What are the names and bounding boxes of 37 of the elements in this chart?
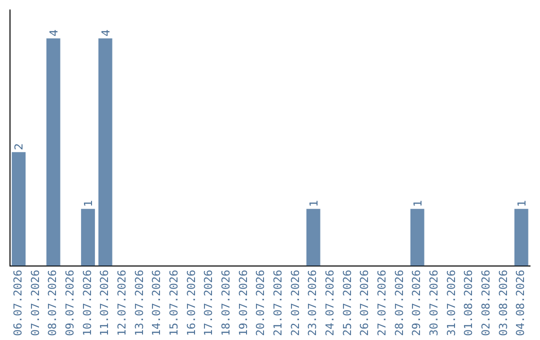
x-tick-label: 03.08.2026 [496, 270, 510, 336]
x-tick-label: 20.07.2026 [254, 270, 268, 336]
x-tick-label: 18.07.2026 [220, 270, 233, 336]
data-label: 1 [82, 200, 95, 207]
x-tick-label: 26.07.2026 [358, 270, 372, 336]
x-tick-label: 16.07.2026 [184, 270, 198, 336]
data-label: 1 [515, 200, 528, 207]
x-tick-label: 14.07.2026 [150, 270, 164, 336]
x-tick-label: 29.07.2026 [410, 270, 424, 336]
x-tick-label: 09.07.2026 [64, 270, 77, 336]
x-tick-label: 13.07.2026 [132, 270, 146, 336]
x-tick-label: 22.07.2026 [288, 270, 302, 336]
x-tick-label: 30.07.2026 [428, 270, 441, 336]
x-tick-label: 23.07.2026 [306, 270, 320, 336]
x-tick-label: 27.07.2026 [376, 270, 389, 336]
x-tick-label: 24.07.2026 [324, 270, 337, 336]
data-label: 1 [307, 200, 320, 207]
x-tick-label: 19.07.2026 [236, 270, 250, 336]
x-tick-label: 21.07.2026 [272, 270, 285, 336]
x-tick-label: 11.07.2026 [98, 270, 112, 336]
x-tick-label: 01.08.2026 [462, 270, 476, 336]
x-tick-label: 28.07.2026 [392, 270, 406, 336]
x-tick-label: 15.07.2026 [168, 270, 181, 336]
data-label: 4 [47, 29, 60, 36]
x-tick-label: 17.07.2026 [202, 270, 216, 336]
x-tick-label: 10.07.2026 [80, 270, 94, 336]
x-tick-label: 31.07.2026 [444, 270, 458, 336]
x-tick-label: 12.07.2026 [116, 270, 129, 336]
x-tick-label: 08.07.2026 [46, 270, 60, 336]
data-label: 1 [411, 200, 424, 207]
x-tick-label: 02.08.2026 [480, 270, 493, 336]
data-label: 2 [12, 143, 26, 150]
x-tick-label: 06.07.2026 [12, 270, 25, 336]
x-tick-label: 07.07.2026 [28, 270, 42, 336]
x-tick-label: 25.07.2026 [340, 270, 354, 336]
x-tick-label: 04.08.2026 [514, 270, 528, 336]
data-label: 4 [99, 29, 112, 36]
